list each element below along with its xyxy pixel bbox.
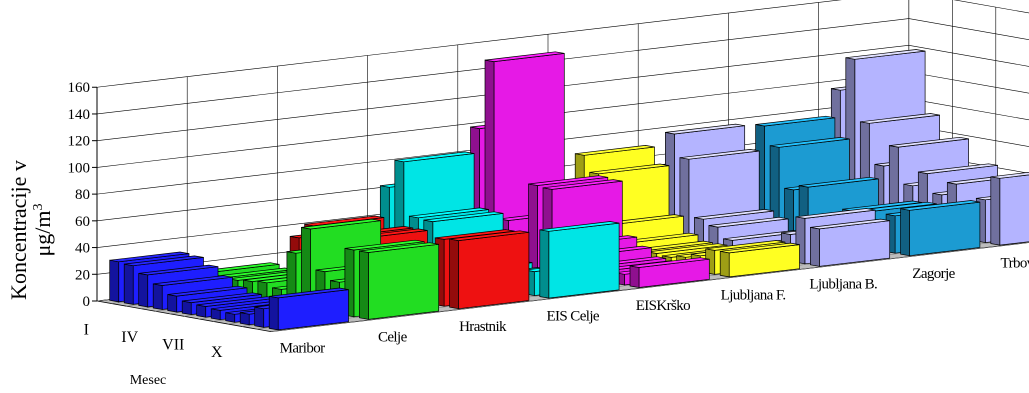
bar-side-face (197, 305, 206, 317)
y-tick-label: 160 (68, 80, 91, 96)
station-label: Zagorje (912, 266, 955, 282)
bar-front-face (549, 223, 619, 298)
bar (901, 201, 980, 256)
bar-side-face (991, 177, 1000, 245)
station-label: Hrastnik (459, 319, 507, 335)
station-label: Celje (378, 330, 408, 346)
station-label: Ljubljana B. (809, 277, 877, 293)
month-tick-label: VII (162, 337, 184, 354)
bars (110, 50, 1029, 330)
bar-side-face (153, 284, 162, 310)
bar-side-face (630, 266, 639, 288)
bar (991, 169, 1029, 246)
bar-side-face (810, 227, 819, 266)
y-axis-title: Koncentracije v μg/m3 (8, 150, 128, 310)
month-tick-label: X (211, 344, 223, 361)
bar-side-face (182, 301, 191, 315)
y-axis-title-line2: μg/m3 (30, 203, 55, 256)
bar-side-face (255, 307, 264, 327)
bar (359, 243, 438, 320)
bar-side-face (139, 273, 148, 307)
gridline-side (909, 19, 1029, 50)
station-label: Ljubljana F. (721, 287, 786, 303)
bar (810, 219, 889, 266)
station-label: EIS Celje (546, 309, 599, 325)
x-axis-title: Mesec (130, 373, 167, 388)
bar-side-face (540, 230, 549, 298)
y-axis-title-sup: 3 (31, 203, 46, 210)
bar-front-face (910, 202, 980, 256)
bar (540, 222, 619, 299)
gridline-side (909, 72, 1029, 103)
station-label: EISKrško (636, 298, 690, 314)
bar-side-face (529, 184, 538, 270)
y-axis-title-line1: Koncentracije v (8, 160, 31, 300)
bar-side-face (269, 296, 278, 330)
station-label: Maribor (280, 340, 326, 356)
bar-side-face (720, 251, 729, 277)
month-tick-label: IV (121, 329, 138, 346)
month-tick-label: I (84, 321, 89, 338)
gridline-side (909, 0, 1029, 22)
gridline-side (909, 45, 1029, 76)
y-tick-label: 140 (68, 107, 91, 123)
bar-side-face (450, 239, 459, 309)
bar-front-face (459, 232, 529, 308)
bar-side-face (901, 209, 910, 256)
bar-front-face (1000, 170, 1029, 245)
y-axis-title-unit: μg/m (30, 210, 55, 256)
bar (450, 231, 529, 309)
bar-side-face (240, 313, 249, 325)
station-label: Trbovlje (1001, 256, 1029, 272)
y-tick-label: 120 (68, 134, 91, 150)
bar-side-face (168, 295, 177, 313)
bar-side-face (359, 251, 368, 319)
bar-front-face (368, 244, 438, 319)
